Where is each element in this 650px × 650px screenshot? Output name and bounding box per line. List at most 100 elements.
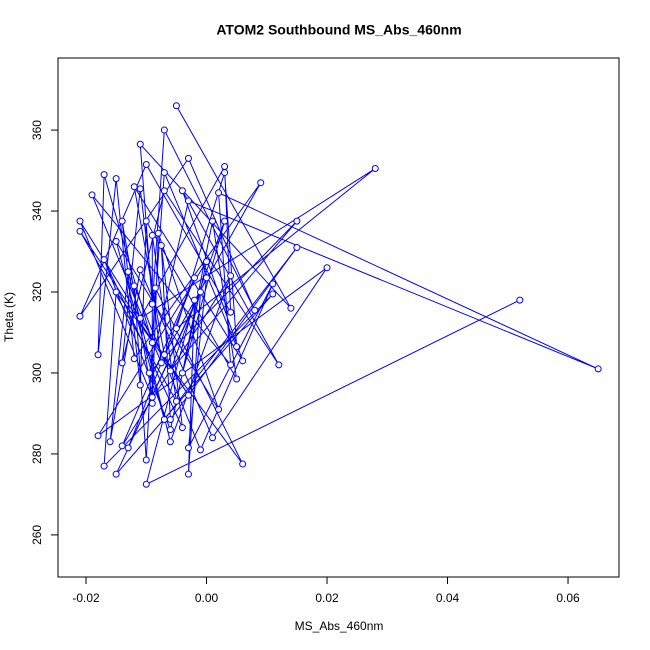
data-point xyxy=(275,361,283,369)
data-point xyxy=(293,217,301,225)
data-point xyxy=(221,162,229,170)
x-tick-label: 0.06 xyxy=(556,591,580,605)
data-point xyxy=(157,359,165,367)
data-point xyxy=(157,241,165,249)
data-point xyxy=(257,179,265,187)
data-point xyxy=(221,169,229,177)
data-point xyxy=(209,434,217,442)
data-point xyxy=(136,266,144,274)
data-point xyxy=(142,160,150,168)
data-point xyxy=(227,361,235,369)
data-point xyxy=(112,288,120,296)
data-point xyxy=(323,264,331,272)
data-point xyxy=(94,432,102,440)
chart-title: ATOM2 Southbound MS_Abs_460nm xyxy=(216,22,461,38)
x-tick-label: 0.02 xyxy=(315,591,339,605)
data-point xyxy=(184,391,192,399)
y-axis-label: Theta (K) xyxy=(2,292,16,342)
data-point xyxy=(148,300,156,308)
data-point xyxy=(100,462,108,470)
data-point xyxy=(124,268,132,276)
data-point xyxy=(160,169,168,177)
data-point xyxy=(160,351,168,359)
data-point xyxy=(106,438,114,446)
data-point xyxy=(130,183,138,191)
data-point xyxy=(118,442,126,450)
data-point xyxy=(215,189,223,197)
data-point xyxy=(166,367,174,375)
plot-frame xyxy=(57,57,620,578)
data-point xyxy=(239,357,247,365)
data-point xyxy=(239,460,247,468)
data-point xyxy=(215,405,223,413)
data-point xyxy=(251,306,259,314)
data-point xyxy=(136,381,144,389)
data-point xyxy=(227,308,235,316)
data-point xyxy=(112,237,120,245)
data-point xyxy=(112,470,120,478)
data-point xyxy=(100,256,108,264)
data-point xyxy=(166,426,174,434)
data-point xyxy=(148,399,156,407)
y-tick-label: 300 xyxy=(30,363,44,383)
data-point xyxy=(118,359,126,367)
x-tick-label: 0.00 xyxy=(195,591,219,605)
data-point xyxy=(145,369,153,377)
data-point xyxy=(178,187,186,195)
data-point xyxy=(136,314,144,322)
y-tick-label: 360 xyxy=(30,120,44,140)
data-point xyxy=(160,187,168,195)
data-point xyxy=(118,217,126,225)
data-line xyxy=(79,105,599,486)
data-point xyxy=(172,397,180,405)
data-point xyxy=(154,229,162,237)
data-point xyxy=(166,438,174,446)
data-point xyxy=(76,312,84,320)
data-point xyxy=(148,339,156,347)
data-point xyxy=(196,288,204,296)
data-point xyxy=(148,393,156,401)
data-point xyxy=(184,444,192,452)
data-point xyxy=(594,365,602,373)
data-point xyxy=(184,154,192,162)
data-point xyxy=(221,217,229,225)
data-point xyxy=(172,324,180,332)
data-point xyxy=(88,191,96,199)
y-tick-label: 320 xyxy=(30,282,44,302)
data-point xyxy=(178,369,186,377)
data-point xyxy=(136,185,144,193)
data-point xyxy=(190,274,198,282)
data-point xyxy=(196,446,204,454)
data-point xyxy=(130,282,138,290)
data-point xyxy=(178,424,186,432)
data-point xyxy=(124,444,132,452)
data-point xyxy=(233,375,241,383)
data-point xyxy=(172,102,180,110)
data-point xyxy=(100,171,108,179)
data-point xyxy=(516,296,524,304)
x-tick-label: 0.04 xyxy=(436,591,460,605)
y-tick-label: 260 xyxy=(30,525,44,545)
data-point xyxy=(269,290,277,298)
data-point xyxy=(371,165,379,173)
data-point xyxy=(269,280,277,288)
data-point xyxy=(160,126,168,134)
data-point xyxy=(136,140,144,148)
x-axis-label: MS_Abs_460nm xyxy=(295,619,384,633)
data-point xyxy=(142,217,150,225)
data-point xyxy=(142,456,150,464)
data-point xyxy=(203,258,211,266)
data-point xyxy=(203,274,211,282)
data-point xyxy=(94,351,102,359)
data-point xyxy=(130,355,138,363)
data-point xyxy=(151,284,159,292)
data-point xyxy=(287,304,295,312)
data-point xyxy=(112,175,120,183)
data-point xyxy=(166,416,174,424)
data-point xyxy=(76,217,84,225)
data-point xyxy=(148,231,156,239)
data-point xyxy=(184,197,192,205)
data-point xyxy=(233,343,241,351)
data-point xyxy=(209,217,217,225)
